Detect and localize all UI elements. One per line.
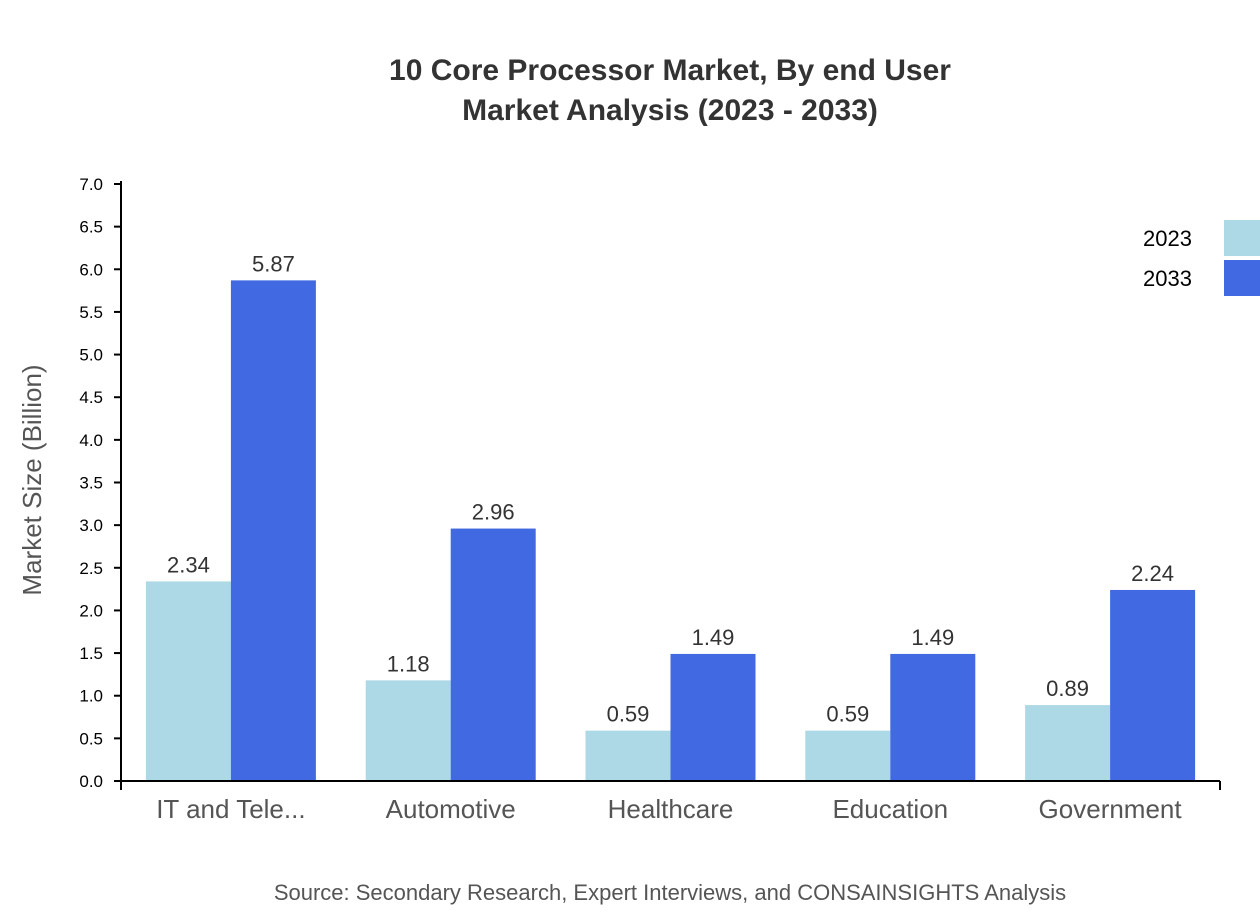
legend: 2023 2033 [1143, 220, 1260, 296]
y-tick-label: 7.0 [79, 175, 103, 194]
y-tick-label: 3.5 [79, 474, 103, 493]
y-tick-label: 3.0 [79, 516, 103, 535]
data-label: 5.87 [252, 251, 295, 276]
data-label: 2.34 [167, 552, 210, 577]
y-tick-label: 1.5 [79, 644, 103, 663]
bar-2033 [890, 653, 976, 781]
chart-title-line-1: 10 Core Processor Market, By end User [389, 54, 951, 87]
bar-2033 [450, 528, 536, 781]
x-tick-label: Education [832, 794, 948, 824]
bar-2033 [670, 653, 756, 781]
bar-2033 [1110, 589, 1196, 781]
y-tick-label: 2.5 [79, 559, 103, 578]
y-axis: 0.0 0.5 1.0 1.5 2.0 2.5 3.0 3.5 4.0 4.5 5.0 5.5 6.0 6… [79, 175, 122, 791]
x-tick-label: Automotive [386, 794, 516, 824]
y-tick-label: 5.0 [79, 346, 103, 365]
data-label: 0.59 [607, 702, 650, 727]
y-tick-label: 1.0 [79, 687, 103, 706]
data-label: 2.24 [1131, 561, 1174, 586]
data-label: 1.49 [911, 625, 954, 650]
source-note: Source: Secondary Research, Expert Inter… [274, 880, 1066, 905]
bar-2023 [145, 581, 231, 781]
bar-2023 [1025, 705, 1111, 781]
data-label: 0.89 [1046, 676, 1089, 701]
y-tick-label: 4.0 [79, 431, 103, 450]
data-label: 2.96 [472, 500, 515, 525]
legend-swatch-2023 [1224, 220, 1260, 256]
y-tick-label: 0.0 [79, 772, 103, 791]
x-tick-label: IT and Tele... [156, 794, 305, 824]
data-label: 0.59 [826, 702, 869, 727]
y-tick-label: 2.0 [79, 601, 103, 620]
bar-2033 [230, 280, 316, 781]
y-tick-label: 0.5 [79, 729, 103, 748]
y-axis-label: Market Size (Billion) [17, 364, 47, 595]
x-tick-label: Government [1039, 794, 1183, 824]
x-tick-label: Healthcare [608, 794, 734, 824]
x-axis: IT and Tele... Automotive Healthcare Educat… [120, 780, 1221, 824]
y-tick-label: 6.5 [79, 218, 103, 237]
legend-swatch-2033 [1224, 260, 1260, 296]
data-label: 1.18 [387, 651, 430, 676]
bar-2023 [805, 730, 891, 781]
data-label: 1.49 [692, 625, 735, 650]
legend-label: 2023 [1143, 226, 1192, 251]
bars: 2.34 5.87 1.18 2.96 0.59 1.49 0.59 1.49 0.89 2.24 [145, 251, 1196, 781]
bar-2023 [585, 730, 671, 781]
legend-label: 2033 [1143, 266, 1192, 291]
y-tick-label: 5.5 [79, 303, 103, 322]
chart-title-line-2: Market Analysis (2023 - 2033) [462, 94, 878, 127]
y-tick-label: 6.0 [79, 260, 103, 279]
bar-2023 [365, 680, 451, 781]
y-tick-label: 4.5 [79, 388, 103, 407]
